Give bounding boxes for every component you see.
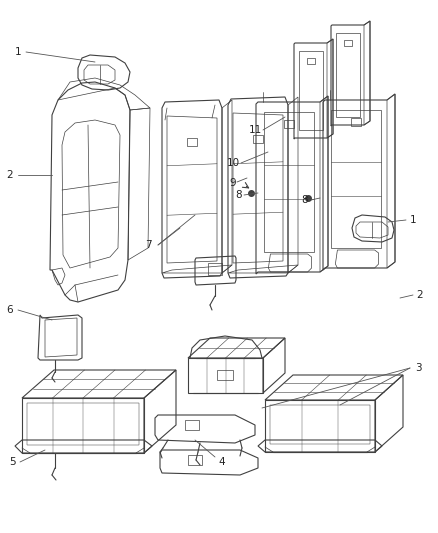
Text: 11: 11 bbox=[248, 125, 261, 135]
Text: 9: 9 bbox=[230, 178, 237, 188]
Text: 7: 7 bbox=[145, 240, 151, 250]
Text: 1: 1 bbox=[410, 215, 416, 225]
Bar bbox=[307, 58, 315, 64]
Text: 8: 8 bbox=[302, 195, 308, 205]
Bar bbox=[253, 135, 263, 143]
Bar bbox=[344, 40, 352, 46]
Bar bbox=[208, 263, 222, 275]
Text: 2: 2 bbox=[7, 170, 13, 180]
Bar bbox=[351, 118, 361, 126]
Bar bbox=[187, 138, 197, 146]
Bar bbox=[284, 120, 294, 128]
Bar bbox=[188, 455, 202, 465]
Text: 3: 3 bbox=[415, 363, 421, 373]
Text: 6: 6 bbox=[7, 305, 13, 315]
Bar bbox=[217, 370, 233, 380]
Text: 8: 8 bbox=[236, 190, 242, 200]
Text: 1: 1 bbox=[15, 47, 21, 57]
Text: 10: 10 bbox=[226, 158, 240, 168]
Text: 2: 2 bbox=[417, 290, 423, 300]
Text: 5: 5 bbox=[9, 457, 15, 467]
Bar bbox=[185, 420, 199, 430]
Text: 4: 4 bbox=[219, 457, 225, 467]
